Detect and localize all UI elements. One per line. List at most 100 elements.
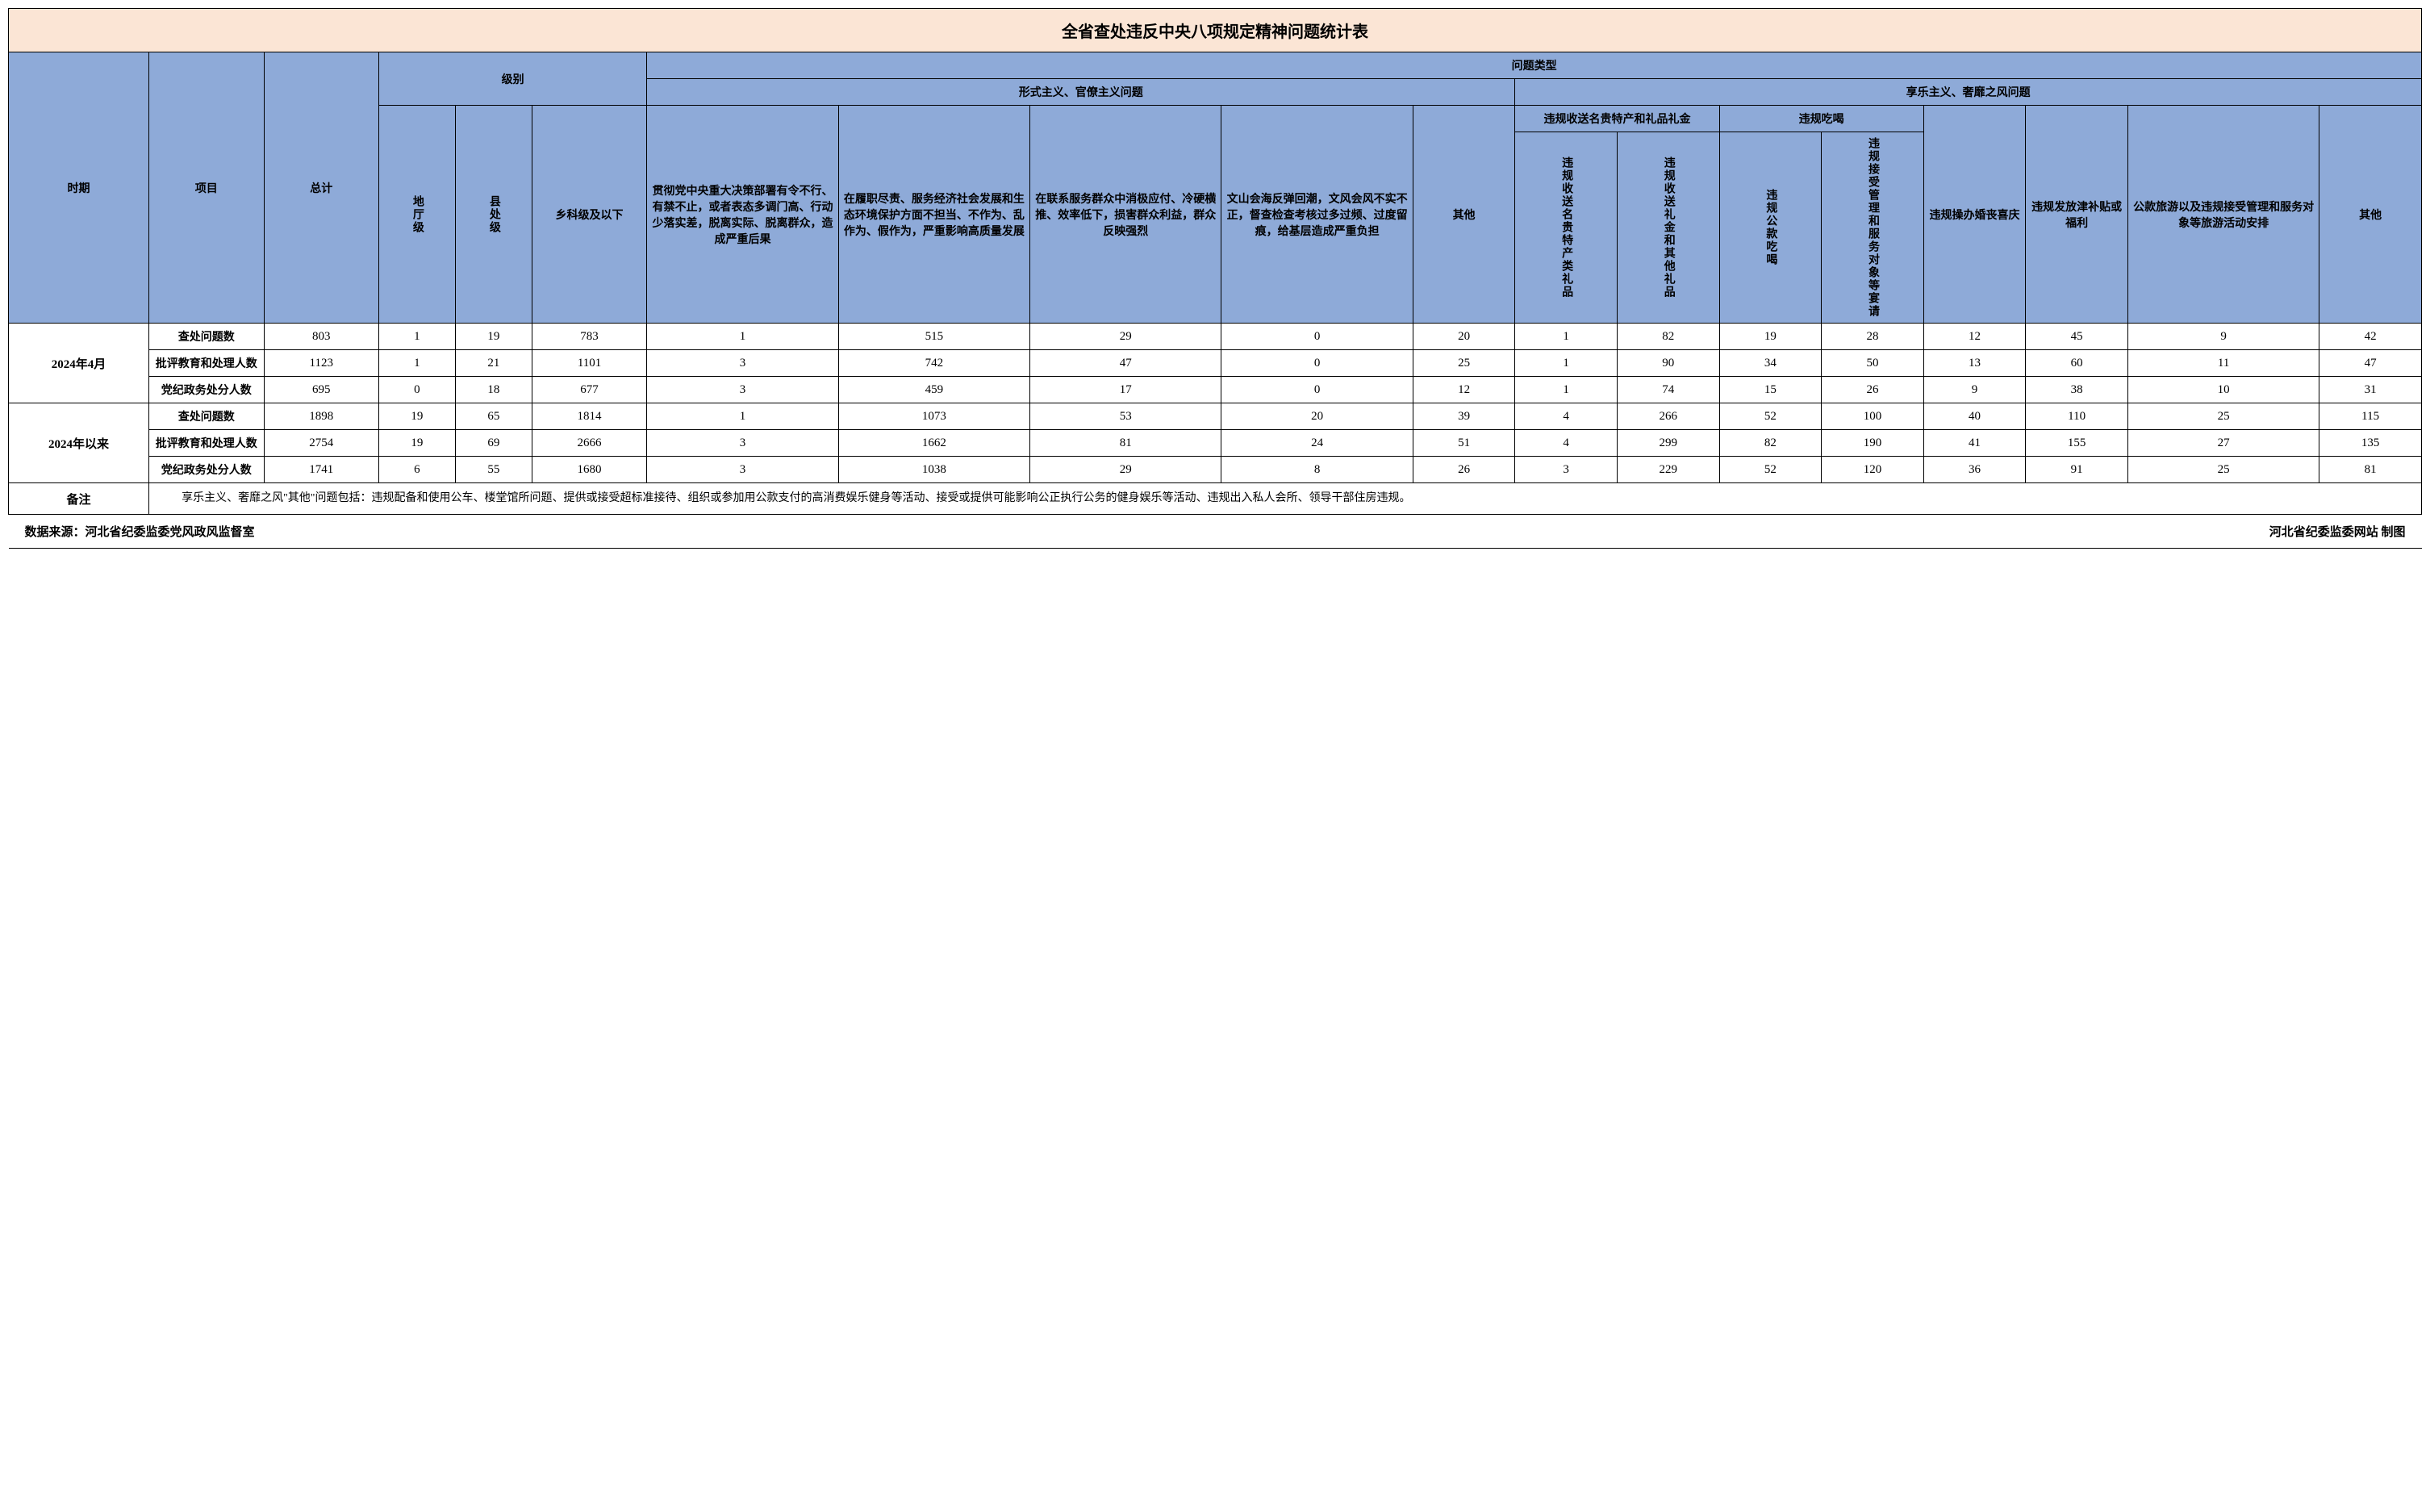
value-cell: 53 — [1030, 403, 1221, 430]
footer-source: 数据来源：河北省纪委监委党风政风监督室 — [9, 515, 1221, 549]
value-cell: 3 — [647, 350, 838, 377]
level-cell: 69 — [455, 430, 532, 457]
value-cell: 4 — [1515, 403, 1618, 430]
level-cell: 1 — [378, 350, 455, 377]
header-col-g2: 违规接受管理和服务对象等宴请 — [1822, 132, 1924, 324]
value-cell: 1 — [1515, 350, 1618, 377]
value-cell: 24 — [1221, 430, 1413, 457]
value-cell: 17 — [1030, 377, 1221, 403]
table-row: 党纪政务处分人数69501867734591701217415269381031 — [9, 377, 2422, 403]
header-formalism: 形式主义、官僚主义问题 — [647, 79, 1515, 106]
table-row: 2024年4月查处问题数8031197831515290201821928124… — [9, 324, 2422, 350]
value-cell: 19 — [1719, 324, 1822, 350]
value-cell: 135 — [2319, 430, 2422, 457]
value-cell: 25 — [2127, 457, 2319, 483]
note-row: 备注 享乐主义、奢靡之风"其他"问题包括：违规配备和使用公车、楼堂馆所问题、提供… — [9, 483, 2422, 515]
item-cell: 党纪政务处分人数 — [149, 457, 264, 483]
header-col-d: 文山会海反弹回潮，文风会风不实不正，督查检查考核过多过频、过度留痕，给基层造成严… — [1221, 106, 1413, 324]
value-cell: 9 — [2127, 324, 2319, 350]
level-cell: 6 — [378, 457, 455, 483]
item-cell: 党纪政务处分人数 — [149, 377, 264, 403]
footer-credit: 河北省纪委监委网站 制图 — [1221, 515, 2422, 549]
level-cell: 19 — [455, 324, 532, 350]
header-level-di: 地厅级 — [378, 106, 455, 324]
header-level: 级别 — [378, 52, 646, 106]
value-cell: 115 — [2319, 403, 2422, 430]
value-cell: 26 — [1822, 377, 1924, 403]
total-cell: 1741 — [264, 457, 378, 483]
data-body: 2024年4月查处问题数8031197831515290201821928124… — [9, 324, 2422, 483]
value-cell: 38 — [2026, 377, 2128, 403]
value-cell: 29 — [1030, 324, 1221, 350]
header-col-f2: 违规收送礼金和其他礼品 — [1617, 132, 1719, 324]
value-cell: 20 — [1413, 324, 1515, 350]
header-total: 总计 — [264, 52, 378, 324]
value-cell: 0 — [1221, 324, 1413, 350]
value-cell: 39 — [1413, 403, 1515, 430]
value-cell: 51 — [1413, 430, 1515, 457]
value-cell: 47 — [1030, 350, 1221, 377]
value-cell: 47 — [2319, 350, 2422, 377]
header-col-g1: 违规公款吃喝 — [1719, 132, 1822, 324]
value-cell: 4 — [1515, 430, 1618, 457]
table-title: 全省查处违反中央八项规定精神问题统计表 — [9, 9, 2422, 52]
value-cell: 110 — [2026, 403, 2128, 430]
value-cell: 1 — [1515, 324, 1618, 350]
value-cell: 459 — [838, 377, 1029, 403]
value-cell: 90 — [1617, 350, 1719, 377]
header-period: 时期 — [9, 52, 149, 324]
header-col-c: 在联系服务群众中消极应付、冷硬横推、效率低下，损害群众利益，群众反映强烈 — [1030, 106, 1221, 324]
item-cell: 查处问题数 — [149, 403, 264, 430]
level-cell: 1 — [378, 324, 455, 350]
table-row: 批评教育和处理人数2754196926663166281245142998219… — [9, 430, 2422, 457]
value-cell: 0 — [1221, 377, 1413, 403]
level-cell: 0 — [378, 377, 455, 403]
total-cell: 695 — [264, 377, 378, 403]
title-row: 全省查处违反中央八项规定精神问题统计表 — [9, 9, 2422, 52]
value-cell: 229 — [1617, 457, 1719, 483]
value-cell: 3 — [647, 430, 838, 457]
item-cell: 批评教育和处理人数 — [149, 350, 264, 377]
value-cell: 26 — [1413, 457, 1515, 483]
value-cell: 12 — [1413, 377, 1515, 403]
header-item: 项目 — [149, 52, 264, 324]
item-cell: 批评教育和处理人数 — [149, 430, 264, 457]
level-cell: 21 — [455, 350, 532, 377]
header-problem-type: 问题类型 — [647, 52, 2422, 79]
header-hedonism: 享乐主义、奢靡之风问题 — [1515, 79, 2422, 106]
item-cell: 查处问题数 — [149, 324, 264, 350]
value-cell: 11 — [2127, 350, 2319, 377]
value-cell: 12 — [1923, 324, 2026, 350]
table-row: 2024年以来查处问题数1898196518141107353203942665… — [9, 403, 2422, 430]
value-cell: 45 — [2026, 324, 2128, 350]
table-row: 批评教育和处理人数1123121110137424702519034501360… — [9, 350, 2422, 377]
value-cell: 60 — [2026, 350, 2128, 377]
value-cell: 155 — [2026, 430, 2128, 457]
header-col-g-group: 违规吃喝 — [1719, 106, 1923, 132]
period-cell: 2024年以来 — [9, 403, 149, 483]
value-cell: 100 — [1822, 403, 1924, 430]
total-cell: 1123 — [264, 350, 378, 377]
value-cell: 3 — [647, 377, 838, 403]
value-cell: 9 — [1923, 377, 2026, 403]
value-cell: 81 — [1030, 430, 1221, 457]
header-col-f1: 违规收送名贵特产类礼品 — [1515, 132, 1618, 324]
value-cell: 74 — [1617, 377, 1719, 403]
note-label: 备注 — [9, 483, 149, 515]
period-cell: 2024年4月 — [9, 324, 149, 403]
level-cell: 1814 — [532, 403, 646, 430]
value-cell: 27 — [2127, 430, 2319, 457]
value-cell: 29 — [1030, 457, 1221, 483]
value-cell: 1 — [647, 324, 838, 350]
header-col-b: 在履职尽责、服务经济社会发展和生态环境保护方面不担当、不作为、乱作为、假作为，严… — [838, 106, 1029, 324]
value-cell: 20 — [1221, 403, 1413, 430]
value-cell: 40 — [1923, 403, 2026, 430]
value-cell: 10 — [2127, 377, 2319, 403]
value-cell: 34 — [1719, 350, 1822, 377]
value-cell: 190 — [1822, 430, 1924, 457]
header-col-k: 其他 — [2319, 106, 2422, 324]
level-cell: 55 — [455, 457, 532, 483]
header-col-h: 违规操办婚丧喜庆 — [1923, 106, 2026, 324]
value-cell: 266 — [1617, 403, 1719, 430]
value-cell: 50 — [1822, 350, 1924, 377]
